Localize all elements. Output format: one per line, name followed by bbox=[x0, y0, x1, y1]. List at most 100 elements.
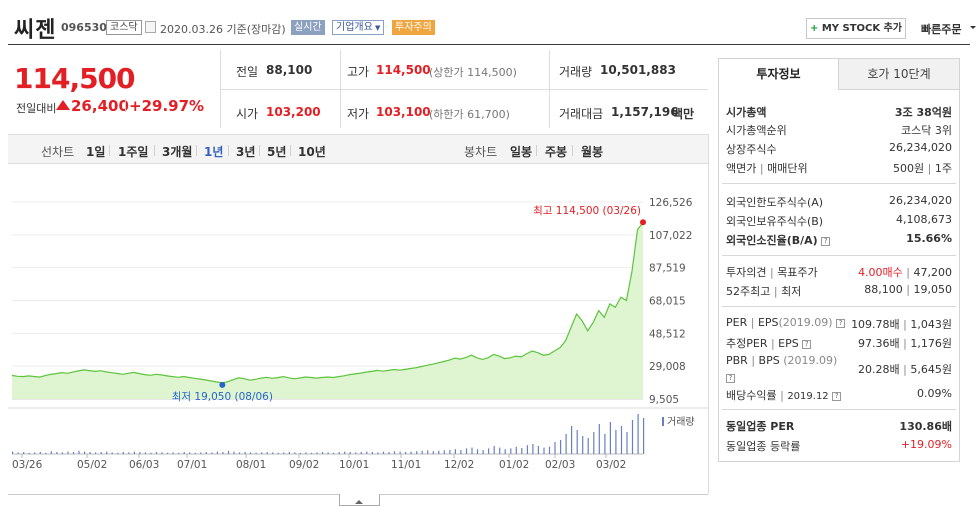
volume-bar bbox=[167, 452, 169, 454]
quick-order-button[interactable]: 빠른주문 bbox=[921, 23, 977, 36]
stock-code: 096530 bbox=[61, 21, 107, 34]
y-tick-label: 107,022 bbox=[649, 230, 692, 242]
divider bbox=[125, 99, 126, 112]
week52-high-value: 88,100 bbox=[864, 283, 903, 296]
volume-bar bbox=[45, 452, 47, 454]
period-3y[interactable]: 3년 bbox=[236, 145, 256, 159]
period-3m[interactable]: 3개월 bbox=[162, 145, 193, 159]
high-value: 114,500 bbox=[376, 63, 431, 77]
volume-legend-swatch bbox=[662, 417, 664, 426]
company-overview-dropdown[interactable]: 기업개요 ▼ bbox=[332, 20, 385, 35]
divider bbox=[572, 145, 573, 156]
volume-bar bbox=[39, 452, 41, 454]
volume-bar bbox=[17, 452, 19, 454]
volume-bar bbox=[200, 452, 202, 454]
price-line bbox=[11, 221, 644, 384]
trade-amount-label: 거래대금 bbox=[559, 107, 604, 121]
market-cap-row: 시가총액 3조 38억원 bbox=[726, 104, 952, 122]
help-icon[interactable]: ? bbox=[726, 374, 735, 383]
per-value: 109.78배 bbox=[851, 318, 900, 331]
help-icon[interactable]: ? bbox=[802, 340, 812, 349]
volume-label: 거래량 bbox=[559, 65, 593, 79]
volume-bar bbox=[50, 451, 52, 454]
volume-bar bbox=[205, 452, 207, 454]
x-tick-label: 02/03 bbox=[545, 459, 575, 471]
foreign-rate-row: 외국인소진율(B/A) ? 15.66% bbox=[726, 232, 952, 250]
realtime-badge[interactable]: 실시간 bbox=[291, 20, 325, 35]
volume-bar bbox=[565, 434, 567, 454]
sector-per-value: 130.86배 bbox=[899, 420, 952, 433]
volume-bar bbox=[294, 452, 296, 454]
opinion-row: 투자의견 | 목표주가 4.00매수 | 47,200 bbox=[726, 266, 952, 279]
tab-order-book[interactable]: 호가 10단계 bbox=[839, 59, 959, 90]
period-1y[interactable]: 1년 bbox=[204, 145, 224, 159]
help-icon[interactable]: ? bbox=[836, 319, 846, 328]
volume-bar bbox=[128, 452, 130, 454]
up-arrow-icon bbox=[56, 100, 70, 110]
volume-bar bbox=[28, 452, 30, 454]
week52-low-label: 최저 bbox=[781, 285, 802, 298]
volume-bar bbox=[244, 452, 246, 454]
volume-bar bbox=[233, 451, 235, 454]
period-10y[interactable]: 10년 bbox=[298, 145, 326, 159]
period-1d[interactable]: 1일 bbox=[86, 145, 106, 159]
volume-bar bbox=[537, 446, 539, 454]
foreign-rate-label: 외국인소진율(B/A) bbox=[726, 234, 818, 247]
volume-bar bbox=[283, 452, 285, 454]
prev-close-label: 전일 bbox=[236, 65, 259, 79]
x-tick-label: 03/02 bbox=[596, 459, 626, 471]
volume-bar bbox=[510, 448, 512, 454]
add-my-stock-button[interactable]: + MY STOCK 추가 bbox=[806, 18, 906, 39]
volume-bar bbox=[482, 450, 484, 454]
volume-bar bbox=[211, 452, 213, 454]
est-eps-value: 1,176원 bbox=[910, 337, 952, 350]
divider bbox=[722, 255, 956, 256]
period-5y[interactable]: 5년 bbox=[267, 145, 287, 159]
x-tick-label: 06/03 bbox=[129, 459, 159, 471]
period-1w[interactable]: 1주일 bbox=[118, 145, 149, 159]
market-cap-value: 3조 38억원 bbox=[894, 106, 952, 119]
candle-monthly[interactable]: 월봉 bbox=[581, 145, 604, 159]
pbr-value: 20.28배 bbox=[858, 363, 900, 376]
help-icon[interactable]: ? bbox=[821, 237, 831, 246]
candle-weekly[interactable]: 주봉 bbox=[545, 145, 568, 159]
sector-per-label: 동일업종 PER bbox=[726, 420, 795, 433]
volume-bar bbox=[161, 452, 163, 454]
volume-bar bbox=[100, 452, 102, 454]
open-value: 103,200 bbox=[266, 105, 321, 119]
candle-daily[interactable]: 일봉 bbox=[510, 145, 533, 159]
x-tick-label: 11/01 bbox=[391, 459, 421, 471]
volume-value: 10,501,883 bbox=[600, 63, 676, 77]
bps-label: BPS bbox=[758, 354, 780, 367]
line-chart-label: 선차트 bbox=[41, 145, 75, 159]
collapse-chart-button[interactable] bbox=[339, 494, 380, 506]
base-date: 2020.03.26 기준(장마감) bbox=[160, 23, 286, 36]
volume-bar bbox=[34, 452, 36, 454]
volume-bar bbox=[250, 452, 252, 454]
divider bbox=[722, 183, 956, 184]
volume-bar bbox=[238, 452, 241, 454]
volume-bar bbox=[299, 452, 301, 454]
y-tick-label: 126,526 bbox=[649, 197, 693, 209]
sector-change-label: 동일업종 등락률 bbox=[726, 440, 801, 453]
per-row: PER | EPS(2019.09) ? 109.78배 | 1,043원 bbox=[726, 316, 952, 331]
sector-per-row[interactable]: 동일업종 PER 130.86배 bbox=[726, 418, 952, 436]
divider bbox=[228, 145, 229, 156]
y-tick-label: 87,519 bbox=[649, 263, 686, 275]
tab-investment-info[interactable]: 투자정보 bbox=[719, 59, 839, 90]
pbr-label: PBR bbox=[726, 354, 748, 367]
week52-high-label: 52주최고 bbox=[726, 285, 771, 298]
volume-bar bbox=[277, 452, 279, 454]
volume-bar bbox=[23, 452, 25, 454]
add-my-stock-label: MY STOCK 추가 bbox=[821, 23, 903, 34]
chevron-down-icon: ▼ bbox=[372, 24, 381, 32]
sector-change-row[interactable]: 동일업종 등락률 +19.09% bbox=[726, 438, 952, 456]
price-chart[interactable]: 126,526 107,022 87,519 68,015 48,512 29,008 9,… bbox=[8, 165, 708, 495]
volume-bar bbox=[56, 452, 58, 454]
volume-bar bbox=[111, 452, 113, 454]
volume-bar bbox=[521, 448, 523, 454]
foreign-hold-label: 외국인보유주식수(B) bbox=[726, 215, 824, 228]
volume-bar bbox=[272, 452, 274, 454]
rank-label: 시가총액순위 bbox=[726, 124, 787, 137]
help-icon[interactable]: ? bbox=[832, 392, 842, 401]
